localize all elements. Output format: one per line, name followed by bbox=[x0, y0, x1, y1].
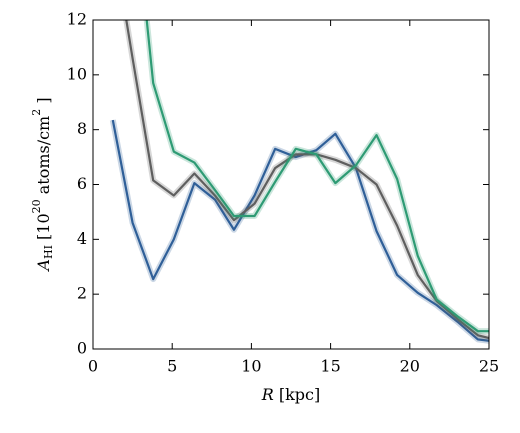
y-tick-label: 4 bbox=[77, 229, 87, 248]
y-tick-label: 8 bbox=[77, 119, 87, 138]
series-line bbox=[145, 20, 489, 333]
x-tick-label: 5 bbox=[167, 357, 177, 376]
y-tick-label: 12 bbox=[67, 10, 87, 29]
y-tick-label: 10 bbox=[67, 64, 87, 83]
plot-area bbox=[109, 20, 489, 344]
x-tick-label: 20 bbox=[400, 357, 420, 376]
y-tick-label: 0 bbox=[77, 339, 87, 358]
x-tick-label: 0 bbox=[88, 357, 98, 376]
x-tick-label: 25 bbox=[479, 357, 499, 376]
x-tick-label: 10 bbox=[241, 357, 261, 376]
x-axis-label: R [kpc] bbox=[261, 385, 321, 404]
y-tick-label: 6 bbox=[77, 174, 87, 193]
y-tick-label: 2 bbox=[77, 284, 87, 303]
series-line bbox=[125, 20, 489, 340]
x-tick-label: 15 bbox=[320, 357, 340, 376]
y-axis-label: AHI [1020 atoms/cm2 ] bbox=[30, 97, 55, 272]
series-band bbox=[143, 20, 489, 335]
